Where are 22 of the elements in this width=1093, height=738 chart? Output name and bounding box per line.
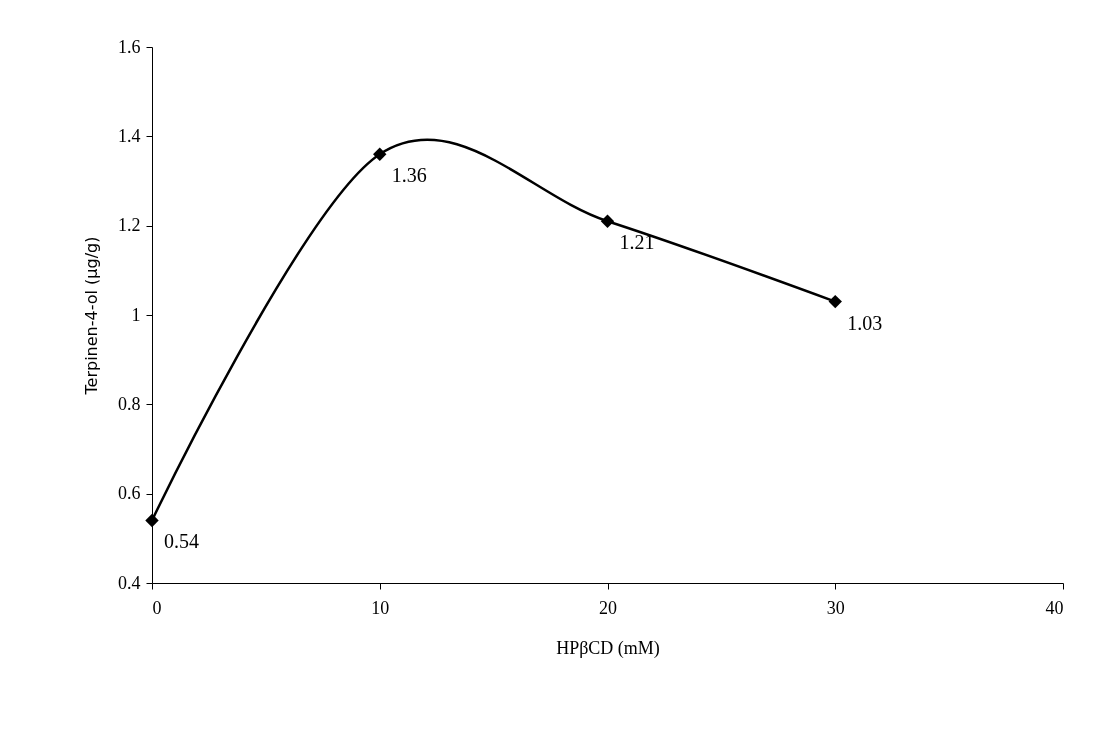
x-tick-label: 40: [1045, 597, 1064, 618]
point: [600, 214, 615, 228]
point: [373, 147, 387, 161]
y-tick-label: 0.6: [118, 483, 141, 504]
data-label: 1.36: [391, 164, 427, 187]
x-axis-title: HPβCD (mM): [556, 637, 660, 659]
data-label: 1.03: [847, 311, 883, 334]
x-tick-label: 30: [826, 597, 845, 618]
x-tick-label: 0: [152, 597, 162, 618]
y-tick-label: 1: [131, 304, 141, 325]
point: [828, 294, 842, 309]
data-label: 0.54: [164, 530, 199, 553]
data-label: 1.21: [619, 231, 655, 254]
y-axis-title: Terpinen-4-ol (μg/g): [82, 236, 101, 396]
y-tick-label: 1.2: [118, 215, 141, 236]
x-tick-label: 10: [371, 597, 390, 618]
y-tick-label: 0.4: [118, 572, 141, 593]
y-tick-label: 0.8: [118, 393, 141, 414]
x-tick-label: 20: [599, 597, 617, 618]
point: [145, 513, 159, 528]
y-tick-label: 1.4: [118, 125, 141, 146]
y-tick-label: 1.6: [118, 36, 141, 57]
